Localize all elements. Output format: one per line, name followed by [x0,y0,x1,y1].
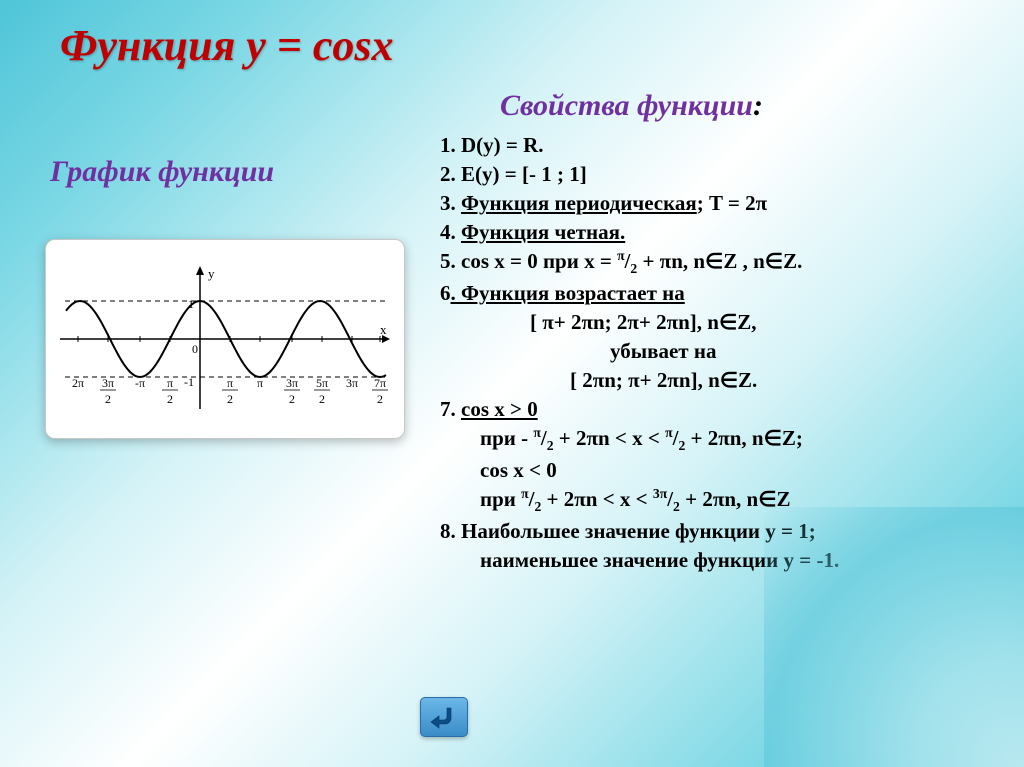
svg-text:x: x [380,322,387,337]
content-row: График функции 2π3π2 [40,89,984,575]
svg-text:π: π [227,376,233,390]
prop-7c: cos x < 0 [440,456,984,485]
svg-text:π: π [167,376,173,390]
svg-text:3π: 3π [286,376,298,390]
svg-text:3π: 3π [346,376,358,390]
svg-text:2: 2 [227,392,233,406]
svg-text:1: 1 [188,297,194,311]
graph-card: 2π3π2-ππ20π2π3π25π23π7π2 y x 1 -1 [45,239,405,439]
prop-7: 7. cos x > 0 [440,395,984,424]
svg-text:2π: 2π [72,376,84,390]
prop-6: 6. Функция возрастает на [440,279,984,308]
graph-heading: График функции [40,155,420,189]
prop-3: 3. Функция периодическая; T = 2π [440,189,984,218]
slide: Функция y = cosx График функции [0,0,1024,767]
svg-text:y: y [208,266,215,281]
properties-list: 1. D(y) = R. 2. E(y) = [- 1 ; 1] 3. Функ… [440,131,984,575]
prop-1: 1. D(y) = R. [440,131,984,160]
svg-text:2: 2 [105,392,111,406]
svg-text:3π: 3π [102,376,114,390]
properties-heading: Свойства функции: [440,89,984,123]
properties-heading-text: Свойства функции [500,89,753,122]
slide-title: Функция y = cosx [40,20,984,71]
prop-6c: убывает на [440,337,984,366]
prop-8a: 8. Наибольшее значение функции y = 1; [440,517,984,546]
u-turn-arrow-icon [429,704,459,730]
svg-text:2: 2 [167,392,173,406]
prop-7d: при π/2 + 2πn < x < 3π/2 + 2πn, n∈Z [440,485,984,517]
prop-7b: при - π/2 + 2πn < x < π/2 + 2πn, n∈Z; [440,424,984,456]
left-column: График функции 2π3π2 [40,89,420,575]
right-column: Свойства функции: 1. D(y) = R. 2. E(y) =… [440,89,984,575]
prop-8b: наименьшее значение функции y = -1. [440,546,984,575]
prop-4: 4. Функция четная. [440,218,984,247]
properties-heading-colon: : [753,89,763,122]
svg-text:2: 2 [319,392,325,406]
prop-6d: [ 2πn; π+ 2πn], n∈Z. [440,366,984,395]
back-button[interactable] [420,697,468,737]
svg-text:0: 0 [192,342,198,356]
cosine-graph: 2π3π2-ππ20π2π3π25π23π7π2 y x 1 -1 [60,264,390,414]
svg-text:2: 2 [377,392,383,406]
svg-text:-1: -1 [184,375,194,389]
prop-2: 2. E(y) = [- 1 ; 1] [440,160,984,189]
svg-text:7π: 7π [374,376,386,390]
svg-text:5π: 5π [316,376,328,390]
prop-6b: [ π+ 2πn; 2π+ 2πn], n∈Z, [440,308,984,337]
svg-text:2: 2 [289,392,295,406]
svg-text:π: π [257,376,263,390]
svg-text:-π: -π [135,376,145,390]
prop-5: 5. cos x = 0 при x = π/2 + πn, n∈Z , n∈Z… [440,247,984,279]
